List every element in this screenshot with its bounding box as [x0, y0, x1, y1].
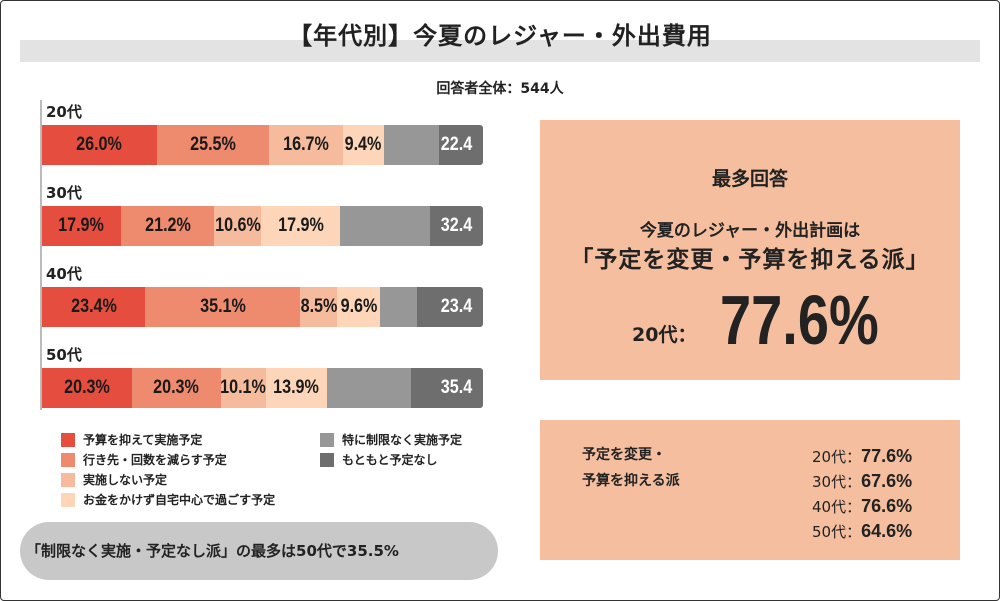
segment-label: 9.4% — [345, 134, 382, 155]
row-label: 30代 — [46, 184, 82, 202]
bar-segment — [340, 206, 430, 246]
panel-heading: 最多回答 — [711, 168, 788, 190]
segment-label: 26.0% — [76, 134, 123, 155]
bar-segment — [384, 125, 440, 165]
legend-item: 行き先・回数を減らす予定 — [61, 451, 227, 468]
segment-label: 21.2% — [144, 215, 191, 236]
segment-label: 17.9% — [277, 215, 324, 236]
callout-pill: 「制限なく実施・予定なし派」の最多は50代で35.5% — [20, 522, 498, 580]
page-title: 【年代別】今夏のレジャー・外出費用 — [288, 22, 712, 50]
summary-age: 50代： — [812, 523, 862, 541]
bar-segment — [326, 368, 412, 408]
panel-big-value: 77.6% — [720, 281, 879, 359]
chart-axis — [40, 100, 42, 410]
bar-row: 23.4% 35.1% 8.5% 9.6% 23.4 — [42, 287, 483, 327]
bar-segment: 35.4 — [411, 368, 483, 408]
summary-value: 67.6% — [861, 471, 913, 491]
bar-segment: 17.9% — [42, 206, 121, 246]
bar-segment: 25.5% — [156, 125, 270, 165]
summary-age: 20代： — [812, 448, 862, 466]
summary-item: 40代：76.6% — [812, 494, 912, 519]
bar-row: 20.3% 20.3% 10.1% 13.9% 35.4 — [42, 368, 483, 408]
segment-label: 20.3% — [153, 377, 200, 398]
segment-label: 23.4% — [70, 296, 117, 317]
summary-age: 40代： — [812, 498, 862, 516]
summary-label-line: 予算を抑える派 — [582, 473, 680, 489]
bar-segment: 35.1% — [145, 287, 300, 327]
segment-label: 25.5% — [189, 134, 236, 155]
summary-item: 50代：64.6% — [812, 519, 912, 544]
row-label: 50代 — [46, 346, 82, 364]
bar-segment: 10.6% — [214, 206, 262, 246]
segment-label: 22.4 — [440, 134, 473, 155]
legend-swatch — [61, 452, 75, 467]
summary-value: 77.6% — [861, 446, 913, 466]
respondents-count: 回答者全体：544人 — [436, 81, 564, 97]
row-label: 20代 — [46, 103, 82, 121]
summary-item: 20代：77.6% — [812, 444, 912, 469]
panel-subtitle: 今夏のレジャー・外出計画は — [639, 221, 861, 241]
legend-swatch — [61, 432, 75, 447]
bar-segment: 32.4 — [429, 206, 483, 246]
top-answer-panel: 最多回答 今夏のレジャー・外出計画は 「予定を変更・予算を抑える派」 20代： … — [540, 120, 960, 380]
summary-value: 64.6% — [861, 521, 913, 541]
bar-segment: 13.9% — [265, 368, 327, 408]
segment-label: 8.5% — [300, 296, 338, 317]
summary-age: 30代： — [812, 473, 862, 491]
legend-item: 予算を抑えて実施予定 — [61, 431, 202, 448]
segment-label: 17.9% — [58, 215, 105, 236]
row-label: 40代 — [46, 265, 82, 283]
segment-label: 35.1% — [199, 296, 246, 317]
bar-segment: 8.5% — [299, 287, 338, 327]
bar-segment: 26.0% — [42, 125, 157, 165]
summary-list: 20代：77.6% 30代：67.6% 40代：76.6% 50代：64.6% — [812, 444, 912, 544]
summary-label-line: 予定を変更・ — [582, 447, 666, 463]
legend-item: 特に制限なく実施予定 — [320, 431, 462, 448]
legend-swatch — [61, 472, 75, 487]
legend-swatch — [320, 452, 334, 467]
bar-segment: 22.4 — [439, 125, 483, 165]
legend-swatch — [61, 492, 75, 507]
bar-row: 26.0% 25.5% 16.7% 9.4% 22.4 — [42, 125, 483, 165]
summary-item: 30代：67.6% — [812, 469, 912, 494]
legend-label: 行き先・回数を減らす予定 — [83, 453, 227, 467]
bar-segment — [379, 287, 417, 327]
bar-segment: 10.1% — [220, 368, 267, 408]
segment-label: 23.4 — [440, 296, 473, 317]
bar-segment: 20.3% — [42, 368, 132, 408]
legend-item: お金をかけず自宅中心で過ごす予定 — [61, 491, 275, 508]
segment-label: 35.4 — [440, 377, 473, 398]
segment-label: 10.1% — [220, 377, 267, 398]
legend-label: もともと予定なし — [342, 453, 438, 467]
bar-segment: 9.4% — [342, 125, 385, 165]
title-band — [20, 40, 980, 62]
legend-label: 予算を抑えて実施予定 — [83, 433, 203, 447]
bar-segment: 21.2% — [120, 206, 215, 246]
bar-segment: 23.4% — [42, 287, 146, 327]
bar-segment: 17.9% — [261, 206, 341, 246]
legend-swatch — [320, 432, 334, 447]
legend-label: 特に制限なく実施予定 — [342, 433, 463, 447]
segment-label: 16.7% — [283, 134, 329, 155]
segment-label: 10.6% — [214, 215, 261, 236]
bar-segment: 20.3% — [131, 368, 222, 408]
summary-value: 76.6% — [861, 496, 913, 516]
panel-answer: 「予定を変更・予算を抑える派」 — [570, 247, 930, 273]
segment-label: 32.4 — [440, 215, 473, 236]
bar-segment: 23.4 — [416, 287, 483, 327]
legend-label: 実施しない予定 — [83, 473, 168, 487]
segment-label: 13.9% — [273, 377, 320, 398]
segment-label: 9.6% — [340, 296, 378, 317]
panel-age: 20代： — [632, 324, 697, 346]
bar-segment: 16.7% — [269, 125, 343, 165]
summary-label: 予定を変更・ 予算を抑える派 — [582, 442, 680, 494]
summary-panel: 予定を変更・ 予算を抑える派 20代：77.6% 30代：67.6% 40代：7… — [540, 420, 960, 560]
segment-label: 20.3% — [63, 377, 110, 398]
legend-label: お金をかけず自宅中心で過ごす予定 — [83, 493, 276, 507]
bar-segment: 9.6% — [337, 287, 380, 327]
legend-item: もともと予定なし — [320, 451, 438, 468]
bar-row: 17.9% 21.2% 10.6% 17.9% 32.4 — [42, 206, 483, 246]
legend-item: 実施しない予定 — [61, 471, 167, 488]
